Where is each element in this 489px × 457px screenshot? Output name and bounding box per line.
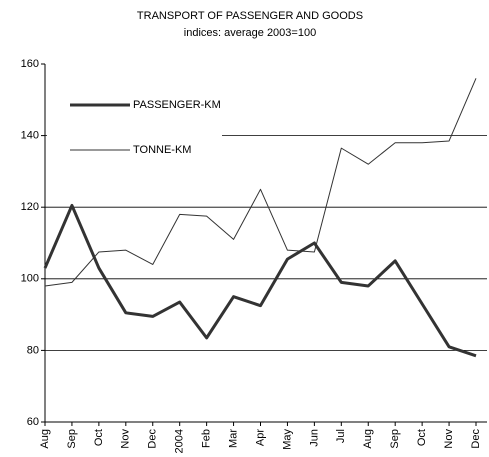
x-tick-label: Oct	[93, 429, 105, 446]
legend-label: TONNE-KM	[133, 144, 191, 156]
y-tick-label: 100	[21, 273, 39, 285]
y-tick-label: 80	[27, 344, 39, 356]
x-tick-label: Sep	[389, 429, 401, 449]
x-tick-label: Aug	[362, 429, 374, 449]
x-tick-label: May	[281, 429, 293, 450]
x-tick-label: Oct	[416, 429, 428, 446]
legend-label: PASSENGER-KM	[133, 99, 221, 111]
x-tick-label: 2004	[174, 429, 186, 453]
y-tick-label: 140	[21, 130, 39, 142]
y-tick-label: 160	[21, 58, 39, 70]
y-tick-label: 120	[21, 201, 39, 213]
x-tick-label: Jun	[308, 429, 320, 447]
x-tick-label: Mar	[227, 429, 239, 448]
x-tick-label: Nov	[120, 429, 132, 449]
y-tick-label: 60	[27, 416, 39, 428]
series-line	[44, 78, 477, 287]
x-tick-label: Apr	[254, 429, 266, 446]
x-tick-label: Dec	[470, 429, 482, 449]
series-line	[43, 203, 477, 358]
x-tick-label: Jul	[335, 429, 347, 443]
x-tick-label: Dec	[147, 429, 159, 449]
x-tick-label: Sep	[66, 429, 78, 449]
chart-title: TRANSPORT OF PASSENGER AND GOODS	[137, 10, 363, 22]
x-tick-label: Aug	[39, 429, 51, 449]
chart-subtitle: indices: average 2003=100	[184, 27, 316, 39]
x-tick-label: Feb	[201, 429, 213, 448]
x-tick-label: Nov	[443, 429, 455, 449]
